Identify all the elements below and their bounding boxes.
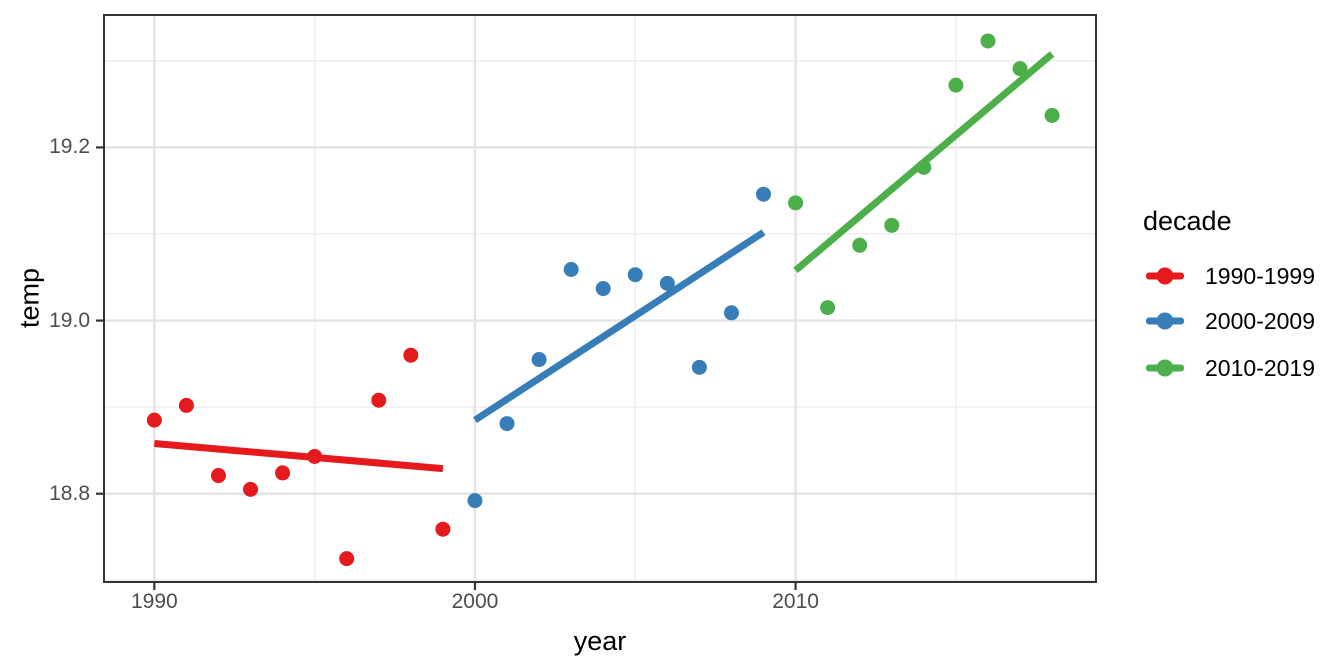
panel-border [103, 14, 1097, 583]
x-axis-title: year [573, 626, 627, 656]
x-tick-label: 2010 [772, 590, 819, 613]
y-tick-label: 19.0 [49, 308, 90, 332]
data-point-2000-2009 [499, 416, 515, 432]
data-point-2010-2019 [1044, 107, 1060, 123]
x-tick-label: 2000 [451, 590, 499, 613]
y-tick-label: 18.8 [49, 481, 90, 505]
data-point-2010-2019 [1012, 61, 1028, 77]
data-point-2010-2019 [852, 237, 868, 253]
data-point-1990-1999 [243, 481, 259, 497]
data-point-1990-1999 [178, 397, 194, 413]
x-tick-label: 1990 [130, 590, 178, 613]
data-point-2000-2009 [563, 262, 579, 278]
trend-line-2000-2009 [473, 229, 766, 424]
data-point-1990-1999 [435, 521, 451, 537]
data-point-2010-2019 [980, 33, 996, 49]
data-point-1990-1999 [210, 468, 226, 484]
data-point-1990-1999 [275, 465, 291, 481]
data-point-2000-2009 [627, 267, 643, 283]
panel-background [104, 15, 1096, 582]
data-point-2000-2009 [691, 359, 707, 375]
data-point-2010-2019 [916, 159, 932, 175]
y-tick-label: 19.2 [49, 135, 90, 159]
data-point-1990-1999 [339, 551, 355, 567]
data-point-2010-2019 [788, 195, 804, 211]
data-point-1990-1999 [307, 448, 323, 464]
legend-entry-1990-1999: 1990-1999 [1146, 260, 1315, 292]
data-point-2000-2009 [756, 186, 772, 202]
data-point-2010-2019 [884, 217, 900, 233]
data-point-2010-2019 [948, 77, 964, 93]
legend-label: 2010-2019 [1205, 354, 1315, 381]
data-point-1990-1999 [371, 392, 387, 408]
trend-line-1990-1999 [154, 440, 444, 473]
legend-entry-2000-2009: 2000-2009 [1146, 305, 1315, 337]
data-point-2000-2009 [531, 352, 547, 368]
data-point-2000-2009 [659, 275, 675, 291]
legend-key-green [1146, 352, 1184, 384]
data-point-2000-2009 [723, 305, 739, 321]
legend-label: 1990-1999 [1205, 262, 1315, 289]
legend-label: 2000-2009 [1205, 307, 1315, 334]
data-point-1990-1999 [403, 347, 419, 363]
legend-key-red [1146, 260, 1184, 292]
data-point-2000-2009 [467, 493, 483, 509]
legend-key-blue [1146, 305, 1184, 337]
legend-title: decade [1143, 206, 1232, 236]
legend-entry-2010-2019: 2010-2019 [1146, 352, 1315, 384]
data-point-1990-1999 [146, 412, 162, 428]
data-point-2010-2019 [820, 300, 836, 316]
data-point-2000-2009 [595, 281, 611, 297]
